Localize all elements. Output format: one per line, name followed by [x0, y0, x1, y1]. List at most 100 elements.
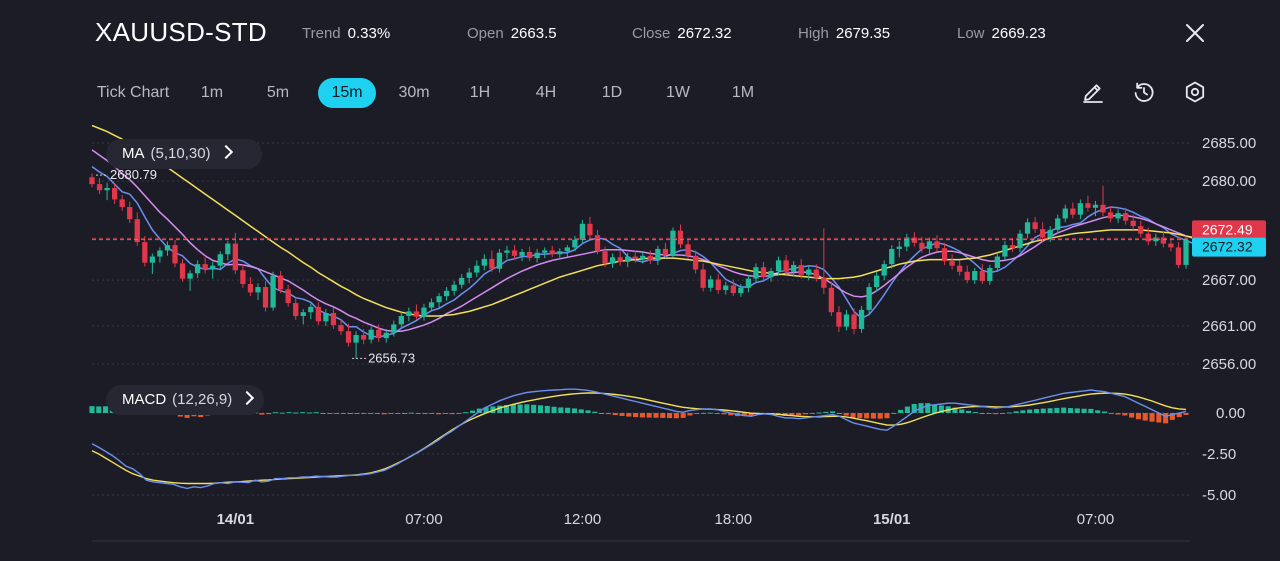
macd-histogram-bar [497, 405, 503, 413]
macd-histogram-bar [904, 406, 910, 413]
candle-body [1002, 245, 1008, 257]
candle-body [293, 303, 299, 316]
macd-histogram-bar [293, 412, 299, 414]
close-icon[interactable] [1183, 21, 1207, 45]
timeframe-5m[interactable]: 5m [266, 84, 290, 101]
candle-body [1175, 247, 1182, 265]
macd-histogram-bar [1169, 413, 1175, 420]
macd-histogram-bar [592, 411, 598, 413]
candle-body [428, 302, 435, 308]
macd-histogram-bar [354, 413, 360, 414]
macd-histogram-bar [585, 410, 591, 413]
macd-histogram-bar [850, 413, 856, 418]
candle-body [557, 251, 563, 255]
macd-histogram-bar [1033, 409, 1040, 413]
macd-histogram-bar [1142, 413, 1148, 421]
macd-histogram-bar [1088, 408, 1094, 413]
candle-body [421, 307, 427, 317]
macd-y-tick-label: -5.00 [1202, 487, 1236, 504]
candle-body [202, 264, 208, 270]
candle-body [594, 235, 601, 252]
candle-body [240, 270, 246, 284]
macd-histogram-bar [1067, 408, 1074, 413]
close-price-tag-label: 2672.32 [1202, 239, 1253, 255]
candle-body [255, 287, 261, 293]
candle-body [889, 248, 895, 265]
macd-histogram-bar [660, 413, 666, 418]
stat-value: 2669.23 [991, 25, 1046, 42]
candle-body [836, 312, 842, 327]
macd-histogram-bar [429, 413, 435, 414]
timeframe-1w[interactable]: 1W [666, 84, 690, 101]
macd-histogram-bar [483, 407, 489, 413]
macd-histogram-bar [816, 412, 822, 414]
timeframe-4h[interactable]: 4H [535, 84, 557, 101]
candle-body [843, 314, 850, 327]
macd-histogram-bar [320, 413, 326, 414]
candle-body [542, 250, 548, 253]
candle-body [210, 265, 216, 270]
stat-label: High [798, 25, 829, 42]
macd-histogram-bar [993, 413, 999, 415]
macd-histogram-bar [442, 413, 448, 414]
timeframe-1h[interactable]: 1H [469, 84, 491, 101]
macd-histogram-bar [463, 412, 469, 414]
macd-histogram-bar [327, 413, 333, 414]
macd-histogram-bar [870, 413, 876, 419]
low-marker-label: 2656.73 [368, 350, 415, 365]
candle-body [723, 285, 729, 291]
macd-histogram-bar [198, 413, 204, 418]
candle-body [828, 287, 835, 313]
candle-body [127, 207, 133, 220]
pencil-icon[interactable] [1081, 80, 1105, 104]
candle-body [655, 248, 661, 261]
history-icon[interactable] [1132, 80, 1156, 104]
timeframe-tick-chart[interactable]: Tick Chart [96, 84, 170, 101]
macd-histogram-bar [551, 406, 557, 413]
candle-body [149, 256, 155, 263]
macd-histogram-bar [952, 407, 958, 413]
candle-body [753, 267, 759, 279]
candle-body [194, 264, 201, 274]
candle-body [677, 230, 684, 245]
candle-body [277, 275, 284, 290]
macd-indicator-pill[interactable]: MACD (12,26,9) [106, 385, 264, 415]
macd-histogram-bar [979, 413, 985, 414]
candle-body [987, 267, 993, 281]
macd-histogram-bar [456, 413, 462, 414]
macd-histogram-bar [911, 403, 917, 413]
macd-histogram-bar [1054, 407, 1060, 413]
candle-body [157, 250, 163, 257]
macd-histogram-bar [1183, 413, 1189, 415]
timeframe-15m[interactable]: 15m [318, 78, 376, 108]
ma-indicator-pill[interactable]: MA (5,10,30) [106, 139, 262, 169]
settings-icon[interactable] [1183, 80, 1207, 104]
candle-body [670, 230, 676, 256]
candle-body [1032, 222, 1038, 230]
candle-body [813, 269, 819, 278]
macd-histogram-bar [490, 406, 496, 413]
timeframe-30m[interactable]: 30m [398, 84, 430, 101]
macd-histogram-bar [503, 405, 510, 413]
candle-body [119, 199, 125, 208]
candle-body [700, 269, 706, 288]
candle-body [315, 306, 321, 322]
candle-body [496, 252, 503, 269]
timeframe-1m-month[interactable]: 1M [731, 84, 755, 101]
candle-body [481, 258, 487, 266]
candle-body [692, 255, 699, 270]
macd-indicator-params: (12,26,9) [172, 391, 233, 408]
timeframe-1d[interactable]: 1D [601, 84, 623, 101]
candle-body [926, 241, 933, 249]
candle-body [783, 260, 789, 272]
candle-body [745, 278, 752, 288]
macd-histogram-bar [633, 413, 639, 418]
x-axis: 14/01 07:00 12:00 18:00 15/01 07:00 [217, 511, 1115, 528]
candle-body [564, 247, 570, 252]
candle-body [602, 251, 608, 264]
timeframe-1m[interactable]: 1m [200, 84, 224, 101]
macd-histogram-bar [707, 412, 713, 414]
macd-histogram-bar [891, 413, 897, 414]
candle-body [1062, 208, 1068, 219]
